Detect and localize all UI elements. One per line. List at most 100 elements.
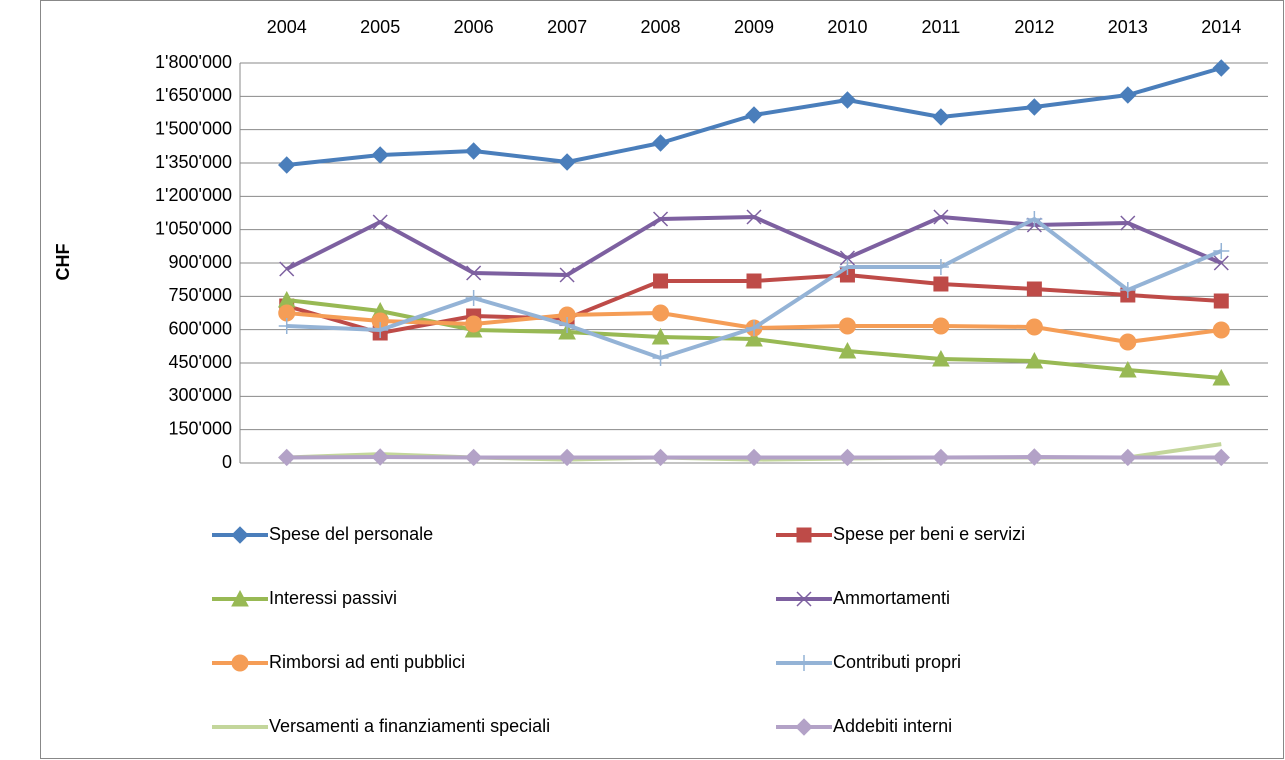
marker [558, 153, 576, 171]
x-tick-label: 2011 [922, 17, 961, 37]
marker [838, 317, 856, 335]
marker [372, 322, 389, 338]
marker [558, 448, 576, 467]
marker [796, 591, 812, 607]
x-tick-label: 2012 [1014, 17, 1054, 37]
x-tick-label: 2014 [1201, 17, 1241, 37]
marker [795, 718, 813, 736]
marker [746, 209, 762, 225]
marker [1212, 368, 1231, 386]
marker [932, 317, 950, 335]
marker [1025, 448, 1044, 466]
y-tick-label: 900'000 [168, 252, 232, 272]
marker [1119, 282, 1136, 298]
marker [932, 108, 950, 126]
x-tick-label: 2013 [1108, 17, 1148, 37]
marker [372, 214, 388, 230]
marker [1213, 293, 1229, 309]
y-axis-label: CHF [53, 244, 73, 281]
marker [559, 267, 575, 283]
marker [1026, 281, 1042, 297]
marker [1213, 243, 1230, 259]
marker [231, 589, 249, 607]
marker [839, 259, 856, 275]
legend-label: Rimborsi ad enti pubblici [269, 652, 465, 672]
marker [1119, 333, 1137, 351]
y-tick-label: 750'000 [168, 285, 232, 305]
x-tick-label: 2010 [827, 17, 867, 37]
marker [278, 448, 296, 467]
legend-label: Spese del personale [269, 524, 433, 544]
marker [745, 448, 763, 467]
legend-label: Contributi propri [833, 652, 961, 672]
marker [465, 315, 483, 333]
marker [745, 329, 763, 347]
marker [231, 526, 249, 544]
marker [1119, 86, 1137, 104]
x-tick-label: 2008 [641, 17, 681, 37]
marker [933, 209, 949, 225]
marker [1212, 321, 1230, 339]
marker [746, 273, 762, 289]
marker [464, 142, 483, 160]
x-tick-label: 2007 [547, 17, 587, 37]
y-tick-label: 300'000 [168, 385, 232, 405]
y-tick-label: 1'500'000 [155, 118, 232, 138]
y-tick-label: 1'800'000 [155, 52, 232, 72]
marker [1025, 318, 1043, 336]
marker [278, 156, 296, 174]
y-tick-label: 1'350'000 [155, 152, 232, 172]
marker [933, 276, 949, 292]
marker [1119, 448, 1137, 467]
marker [651, 134, 670, 152]
x-tick-label: 2004 [267, 17, 307, 37]
marker [231, 654, 249, 672]
y-tick-label: 1'050'000 [155, 218, 232, 238]
marker [651, 327, 670, 345]
marker [839, 250, 855, 266]
marker [653, 211, 669, 227]
marker [279, 261, 295, 277]
marker [1026, 211, 1043, 227]
y-tick-label: 600'000 [168, 318, 232, 338]
marker [745, 106, 763, 124]
marker [466, 265, 482, 281]
marker [838, 448, 857, 467]
marker [464, 448, 483, 467]
y-tick-label: 1'650'000 [155, 85, 232, 105]
marker [371, 146, 389, 164]
marker [838, 341, 857, 359]
marker [932, 349, 950, 367]
x-tick-label: 2009 [734, 17, 774, 37]
x-tick-label: 2006 [454, 17, 494, 37]
y-tick-label: 0 [222, 452, 232, 472]
y-tick-label: 150'000 [168, 418, 232, 438]
marker [1118, 360, 1137, 378]
marker [796, 527, 812, 543]
marker [746, 320, 762, 336]
marker [838, 91, 857, 109]
marker [1212, 59, 1230, 77]
marker [932, 448, 950, 467]
x-tick-label: 2005 [360, 17, 400, 37]
marker [932, 259, 949, 275]
marker [1025, 351, 1044, 369]
marker [278, 318, 295, 334]
marker [651, 448, 670, 467]
y-tick-label: 450'000 [168, 352, 232, 372]
legend-label: Versamenti a finanziamenti speciali [269, 716, 550, 736]
marker [652, 304, 670, 322]
marker [465, 290, 482, 306]
legend-label: Ammortamenti [833, 588, 950, 608]
y-tick-label: 1'200'000 [155, 185, 232, 205]
marker [559, 317, 576, 333]
legend-label: Spese per beni e servizi [833, 524, 1025, 544]
marker [1120, 215, 1136, 231]
marker [1212, 448, 1230, 467]
chart-frame [40, 0, 1284, 759]
marker [1213, 255, 1229, 271]
marker [1025, 98, 1044, 116]
legend-label: Interessi passivi [269, 588, 397, 608]
